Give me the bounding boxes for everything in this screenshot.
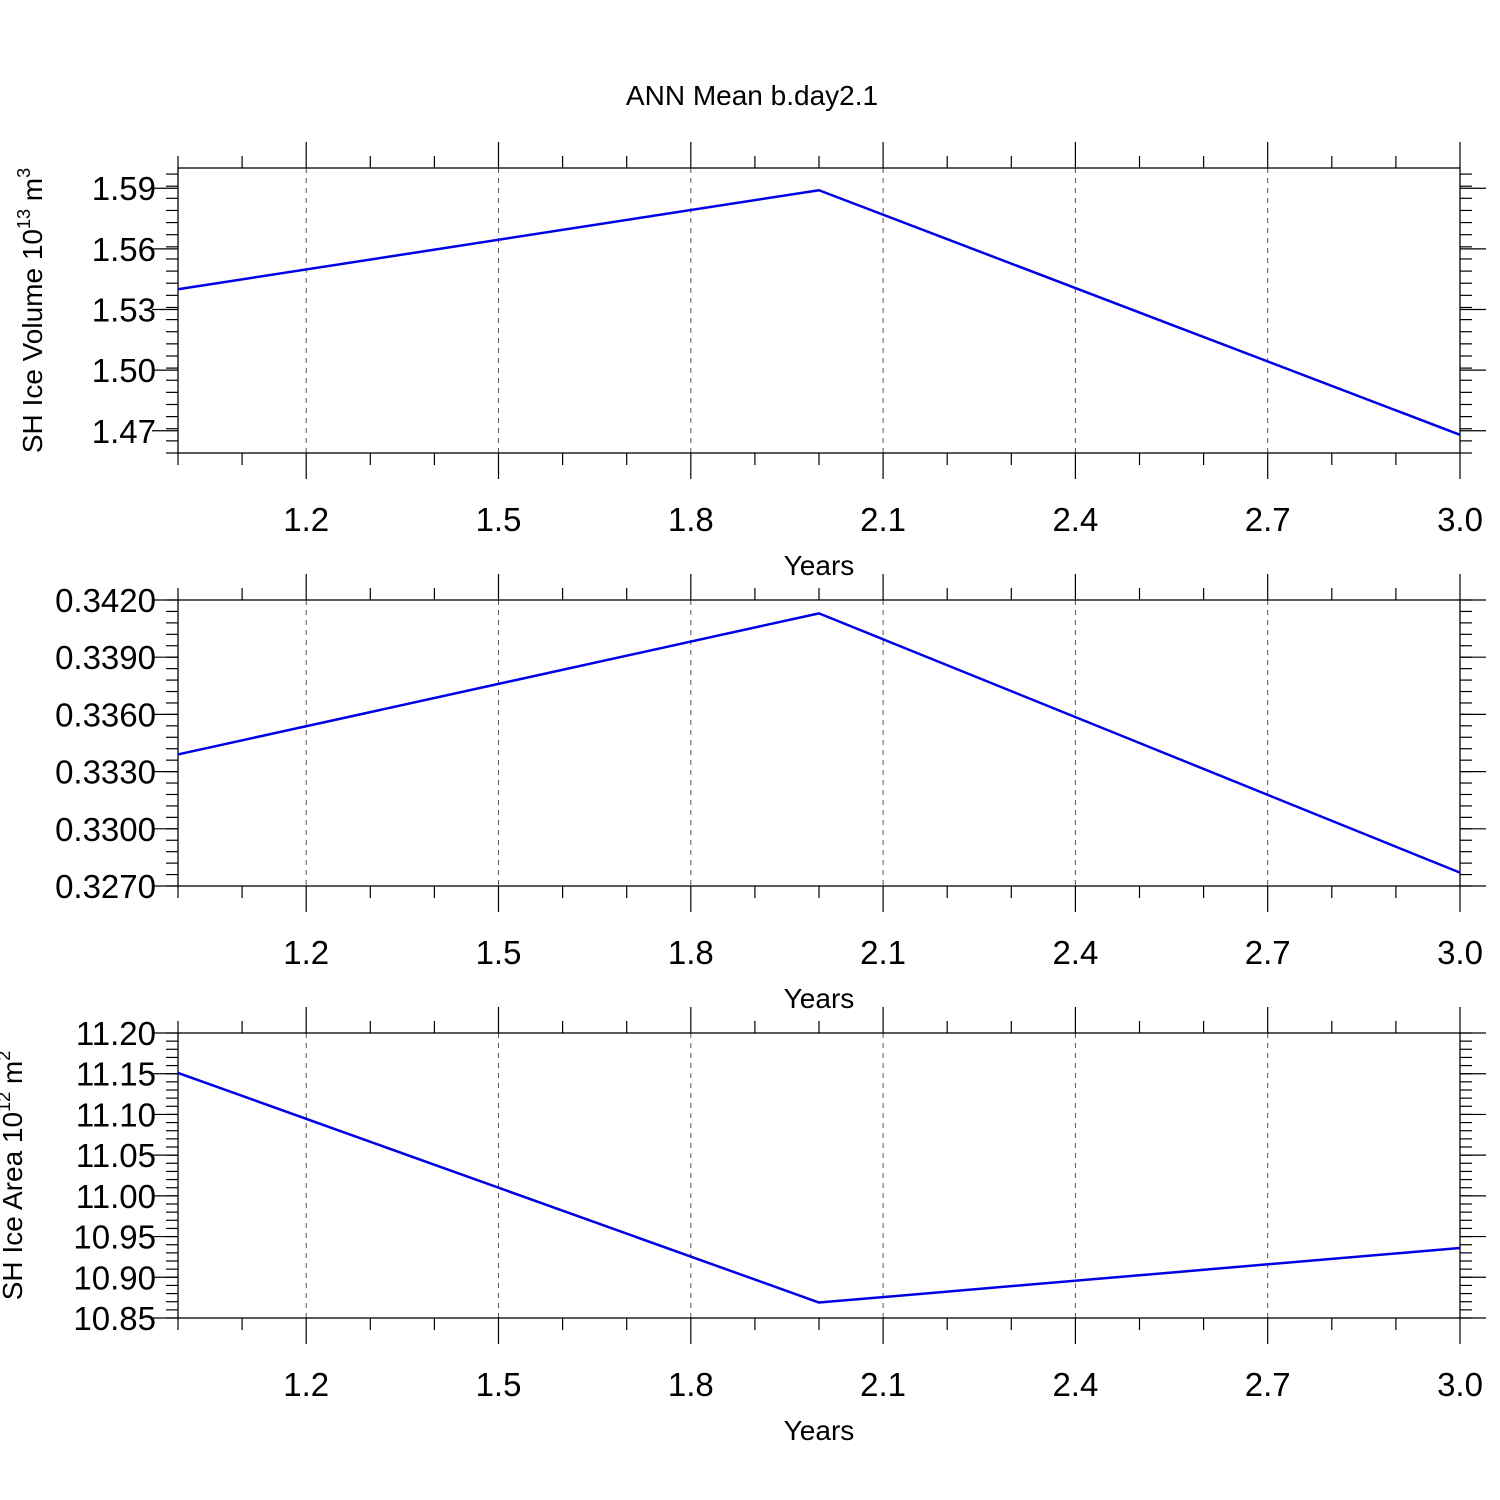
y-tick-label: 1.47 [92, 413, 156, 450]
panel-1: 1.2 1.5 1.8 2.1 2.4 2.7 3.0 1.47 1.50 1.53 1.56 1.5… [14, 142, 1486, 581]
y-tick-label: 0.3300 [55, 811, 156, 848]
y-tick-label: 0.3390 [55, 639, 156, 676]
y-tick-label: 1.59 [92, 170, 156, 207]
x-tick-label: 1.5 [476, 934, 522, 971]
plot-frame [177, 1032, 1461, 1319]
x-tick-label: 3.0 [1437, 501, 1483, 538]
x-tick-label: 1.5 [476, 501, 522, 538]
x-axis-title: Years [784, 550, 855, 581]
y-axis-title: SH Ice Area 1012 m2 [0, 1051, 28, 1301]
x-tick-label: 1.2 [283, 501, 329, 538]
x-tick-label: 1.5 [476, 1366, 522, 1403]
x-axis-title: Years [784, 983, 855, 1014]
x-tick-label: 2.1 [860, 1366, 906, 1403]
x-tick-label: 2.4 [1052, 501, 1098, 538]
y-tick-label: 11.20 [76, 1015, 156, 1052]
y-tick-label: 0.3330 [55, 754, 156, 791]
y-tick-label: 1.50 [92, 352, 156, 389]
x-tick-label: 3.0 [1437, 1366, 1483, 1403]
x-tick-label: 2.1 [860, 501, 906, 538]
y-tick-label: 0.3270 [55, 868, 156, 905]
x-tick-label: 3.0 [1437, 934, 1483, 971]
y-axis-title: SH Ice Volume 1013 m3 [14, 168, 48, 453]
x-tick-label: 2.4 [1052, 1366, 1098, 1403]
y-tick-label: 11.05 [76, 1137, 156, 1174]
y-tick-label: 0.3420 [55, 582, 156, 619]
y-tick-label: 1.53 [92, 291, 156, 328]
x-tick-label: 1.8 [668, 501, 714, 538]
y-tick-label: 11.15 [76, 1056, 156, 1093]
y-tick-label: 0.3360 [55, 696, 156, 733]
x-tick-label: 2.4 [1052, 934, 1098, 971]
y-tick-label: 10.90 [73, 1259, 156, 1296]
y-tick-label: 10.95 [73, 1219, 156, 1256]
x-tick-label: 2.7 [1245, 934, 1291, 971]
y-tick-label: 10.85 [73, 1300, 156, 1337]
panel-2: 1.2 1.5 1.8 2.1 2.4 2.7 3.0 0.3270 0.3300 0.3330 0… [55, 574, 1486, 1014]
x-tick-label: 2.1 [860, 934, 906, 971]
x-tick-label: 2.7 [1245, 501, 1291, 538]
x-tick-label: 1.2 [283, 934, 329, 971]
plot-frame [177, 599, 1461, 887]
panels: 1.2 1.5 1.8 2.1 2.4 2.7 3.0 1.47 1.50 1.53 1.56 1.5… [0, 142, 1486, 1446]
y-tick-label: 11.10 [76, 1096, 156, 1133]
y-tick-label: 11.00 [76, 1178, 156, 1215]
x-tick-label: 1.2 [283, 1366, 329, 1403]
y-tick-label: 1.56 [92, 231, 156, 268]
x-axis-title: Years [784, 1415, 855, 1446]
series-line [177, 1071, 1461, 1304]
plot-frame [177, 167, 1461, 454]
series-line [177, 612, 1461, 874]
x-tick-label: 1.8 [668, 934, 714, 971]
series-line [177, 188, 1461, 436]
chart-title: ANN Mean b.day2.1 [626, 80, 878, 111]
x-tick-label: 1.8 [668, 1366, 714, 1403]
x-tick-label: 2.7 [1245, 1366, 1291, 1403]
